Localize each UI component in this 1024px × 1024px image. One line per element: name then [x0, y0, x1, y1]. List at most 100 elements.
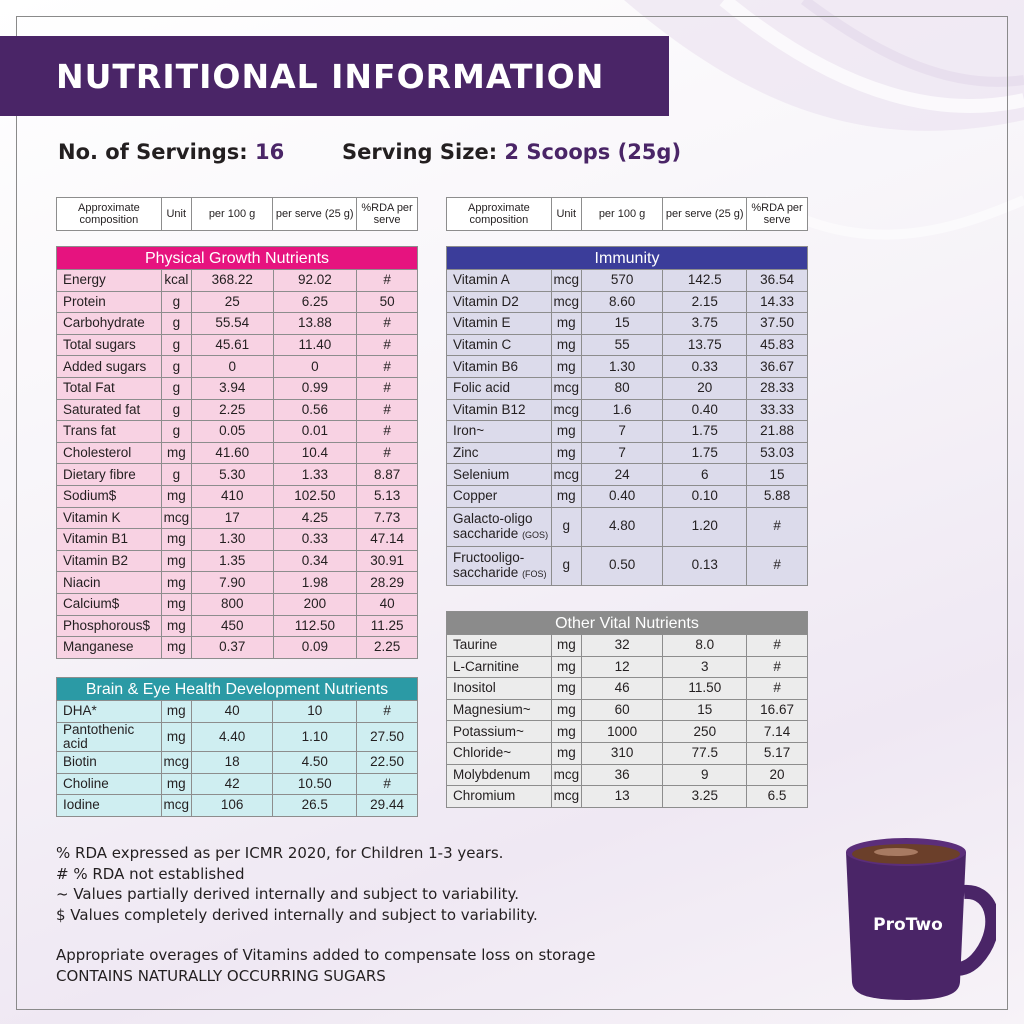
nutrient-per100: 4.80 [580, 506, 664, 547]
nutrient-unit: mcg [160, 750, 192, 774]
nutrient-unit: mcg [550, 290, 582, 314]
nutrient-name: Galacto-oligo saccharide (GOS) [446, 506, 552, 547]
nutrient-per100: 7 [580, 441, 664, 465]
nutrient-per100: 2.25 [190, 398, 274, 422]
mug-brand: ProTwo [873, 915, 943, 935]
nutrient-perserve: 0.10 [662, 484, 748, 508]
nutrient-unit: mg [160, 721, 192, 752]
nutrient-perserve: 1.75 [662, 441, 748, 465]
nutrient-rda: 29.44 [356, 794, 418, 817]
header-perserve: per serve (25 g) [272, 197, 358, 231]
other-vital-section: Other Vital Nutrients Taurine mg 32 8.0 # L-C… [446, 611, 808, 808]
nutrient-per100: 3.94 [190, 376, 274, 400]
nutrient-per100: 368.22 [190, 269, 274, 292]
table-row: Potassium~ mg 1000 250 7.14 [446, 720, 808, 743]
table-row: Vitamin B12 mcg 1.6 0.40 33.33 [446, 398, 808, 422]
nutrient-perserve: 200 [272, 592, 358, 616]
nutrient-rda: 53.03 [746, 441, 808, 465]
page-frame [16, 16, 1008, 1010]
table-row: Pantothenic acid mg 4.40 1.10 27.50 [56, 721, 418, 752]
brain-eye-section: Brain & Eye Health Development Nutrients… [56, 677, 418, 817]
header-rda: %RDA per serve [356, 197, 418, 231]
table-row: Vitamin B6 mg 1.30 0.33 36.67 [446, 355, 808, 378]
nutrient-per100: 40 [190, 700, 274, 723]
nutrient-name: Iodine [56, 794, 162, 817]
nutrient-rda: 50 [356, 290, 418, 314]
nutrient-unit: mg [550, 741, 582, 765]
table-row: Energy kcal 368.22 92.02 # [56, 269, 418, 292]
nutrient-unit: mcg [550, 269, 582, 292]
nutrient-rda: # [356, 355, 418, 378]
nutrient-name: Sodium$ [56, 484, 162, 508]
nutrient-unit: mg [550, 634, 582, 657]
nutrient-perserve: 20 [662, 376, 748, 400]
nutrient-per100: 13 [580, 785, 664, 808]
nutrient-perserve: 1.98 [272, 571, 358, 594]
nutrient-name: L-Carnitine [446, 655, 552, 679]
nutrient-per100: 80 [580, 376, 664, 400]
nutrient-unit: mg [550, 355, 582, 378]
nutrient-perserve: 15 [662, 698, 748, 722]
nutrient-rda: # [356, 398, 418, 422]
nutrient-per100: 450 [190, 614, 274, 638]
nutrient-name: Taurine [446, 634, 552, 657]
nutrient-unit: kcal [160, 269, 192, 292]
nutrient-unit: mg [550, 441, 582, 465]
nutrient-name: Pantothenic acid [56, 721, 162, 752]
nutrient-unit: mg [160, 549, 192, 573]
nutrient-name: Choline [56, 772, 162, 796]
table-row: Vitamin B2 mg 1.35 0.34 30.91 [56, 549, 418, 573]
nutrient-per100: 18 [190, 750, 274, 774]
nutrient-perserve: 3.25 [662, 785, 748, 808]
nutrient-unit: mg [550, 677, 582, 700]
table-row: Taurine mg 32 8.0 # [446, 634, 808, 657]
nutrient-per100: 1.35 [190, 549, 274, 573]
table-row: Chloride~ mg 310 77.5 5.17 [446, 741, 808, 765]
nutrient-perserve: 0.33 [272, 528, 358, 551]
nutrient-rda: 28.33 [746, 376, 808, 400]
nutrient-rda: # [356, 700, 418, 723]
physical-growth-table: Energy kcal 368.22 92.02 # Protein g 25 6.25 50 Ca… [56, 269, 418, 659]
nutrient-name: Vitamin K [56, 506, 162, 530]
nutrient-rda: # [356, 333, 418, 357]
nutrient-unit: mg [160, 700, 192, 723]
table-row: Chromium mcg 13 3.25 6.5 [446, 785, 808, 808]
left-header-table: Approximate composition Unit per 100 g p… [56, 197, 418, 231]
nutrient-unit: mcg [550, 785, 582, 808]
nutrient-rda: 36.67 [746, 355, 808, 378]
nutrient-perserve: 0.40 [662, 398, 748, 422]
nutrient-name: Selenium [446, 463, 552, 486]
nutrient-name: Iron~ [446, 420, 552, 443]
table-row: Folic acid mcg 80 20 28.33 [446, 376, 808, 400]
nutrient-unit: mg [160, 441, 192, 465]
nutrient-rda: 2.25 [356, 636, 418, 659]
header-per100: per 100 g [190, 197, 274, 231]
table-row: Niacin mg 7.90 1.98 28.29 [56, 571, 418, 594]
nutrient-name: Vitamin A [446, 269, 552, 292]
nutrient-per100: 310 [580, 741, 664, 765]
nutrient-name: Vitamin C [446, 333, 552, 357]
nutrient-name: Magnesium~ [446, 698, 552, 722]
nutrient-name: Total Fat [56, 376, 162, 400]
nutrient-per100: 42 [190, 772, 274, 796]
nutrient-unit: mg [550, 333, 582, 357]
nutrient-rda: 45.83 [746, 333, 808, 357]
nutrient-name: Chromium [446, 785, 552, 808]
nutrient-name: Vitamin B1 [56, 528, 162, 551]
table-row: Manganese mg 0.37 0.09 2.25 [56, 636, 418, 659]
nutrient-unit: g [550, 506, 582, 547]
nutrient-rda: # [356, 269, 418, 292]
table-row: Inositol mg 46 11.50 # [446, 677, 808, 700]
nutrient-name: Manganese [56, 636, 162, 659]
nutrient-per100: 32 [580, 634, 664, 657]
servings-info: No. of Servings: 16 [58, 140, 284, 164]
nutrient-perserve: 92.02 [272, 269, 358, 292]
footnote: # % RDA not established [56, 864, 245, 883]
nutrient-perserve: 11.50 [662, 677, 748, 700]
table-row: Cholesterol mg 41.60 10.4 # [56, 441, 418, 465]
nutrient-name: Niacin [56, 571, 162, 594]
header-unit: Unit [550, 197, 582, 231]
